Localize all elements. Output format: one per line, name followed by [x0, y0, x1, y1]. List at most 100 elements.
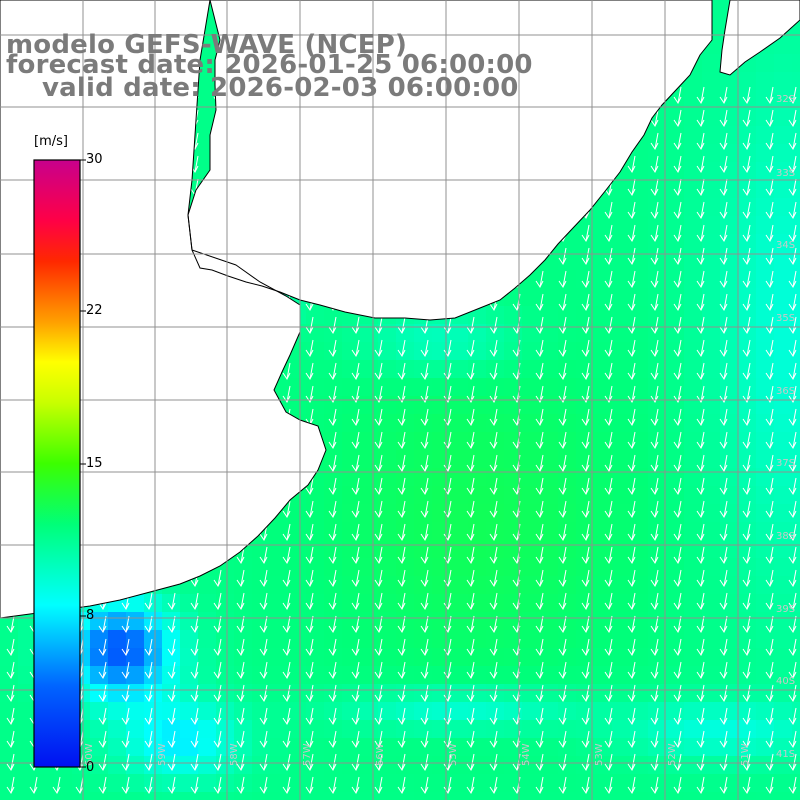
wind-cell — [558, 342, 577, 361]
wind-cell — [18, 774, 37, 793]
wind-cell — [612, 378, 631, 397]
wind-cell — [630, 450, 649, 469]
wind-cell — [630, 630, 649, 649]
wind-arrow — [282, 615, 291, 633]
wind-arrow — [696, 546, 705, 564]
wind-cell — [576, 648, 595, 667]
wind-cell — [216, 594, 235, 613]
wind-cell — [774, 612, 793, 631]
wind-cell — [468, 594, 487, 613]
wind-cell — [522, 486, 541, 505]
wind-cell — [594, 378, 613, 397]
wind-cell — [468, 612, 487, 631]
wind-arrow — [466, 569, 475, 587]
wind-arrow — [788, 523, 797, 541]
wind-cell — [396, 324, 415, 343]
wind-arrow — [742, 615, 751, 633]
wind-arrow — [765, 132, 774, 150]
wind-cell — [540, 486, 559, 505]
wind-arrow — [259, 615, 268, 633]
wind-arrow — [305, 316, 314, 334]
wind-cell — [720, 306, 739, 325]
lon-tick-label: 54W — [521, 743, 532, 766]
wind-cell — [252, 612, 271, 631]
wind-cell — [666, 468, 685, 487]
wind-cell — [198, 738, 217, 757]
wind-arrow — [167, 730, 176, 748]
wind-cell — [576, 720, 595, 739]
wind-cell — [252, 792, 271, 800]
wind-cell — [648, 216, 667, 235]
wind-arrow — [650, 201, 659, 219]
wind-cell — [450, 522, 469, 541]
wind-cell — [360, 612, 379, 631]
wind-cell — [288, 594, 307, 613]
wind-cell — [684, 666, 703, 685]
wind-cell — [126, 774, 145, 793]
wind-cell — [738, 378, 757, 397]
wind-cell — [522, 630, 541, 649]
wind-cell — [504, 576, 523, 595]
wind-cell — [576, 630, 595, 649]
wind-cell — [360, 648, 379, 667]
wind-cell — [666, 234, 685, 253]
wind-cell — [684, 288, 703, 307]
wind-cell — [792, 612, 800, 631]
wind-cell — [684, 162, 703, 181]
wind-cell — [702, 612, 721, 631]
wind-arrow — [719, 293, 728, 311]
wind-cell — [792, 756, 800, 775]
wind-arrow — [213, 638, 222, 656]
wind-cell — [630, 702, 649, 721]
wind-cell — [648, 468, 667, 487]
wind-arrow — [558, 684, 567, 702]
wind-arrow — [719, 592, 728, 610]
wind-arrow — [765, 661, 774, 679]
wind-cell — [450, 576, 469, 595]
wind-arrow — [696, 155, 705, 173]
wind-arrow — [673, 155, 682, 173]
wind-cell — [450, 774, 469, 793]
wind-cell — [594, 630, 613, 649]
wind-cell — [756, 558, 775, 577]
wind-cell — [792, 324, 800, 343]
wind-arrow — [466, 339, 475, 357]
wind-cell — [612, 774, 631, 793]
wind-cell — [396, 540, 415, 559]
wind-arrow — [719, 270, 728, 288]
wind-arrow — [650, 523, 659, 541]
wind-arrow — [167, 638, 176, 656]
wind-cell — [720, 378, 739, 397]
wind-arrow — [696, 730, 705, 748]
wind-cell — [540, 774, 559, 793]
wind-cell — [684, 756, 703, 775]
wind-arrow — [650, 707, 659, 725]
wind-cell — [540, 432, 559, 451]
wind-cell — [738, 198, 757, 217]
wind-cell — [792, 576, 800, 595]
wind-arrow — [558, 592, 567, 610]
wind-cell — [450, 360, 469, 379]
wind-cell — [558, 306, 577, 325]
wind-cell — [306, 612, 325, 631]
wind-cell — [432, 774, 451, 793]
wind-arrow — [627, 339, 636, 357]
wind-cell — [0, 720, 19, 739]
wind-arrow — [443, 523, 452, 541]
wind-cell — [126, 756, 145, 775]
wind-cell — [234, 576, 253, 595]
wind-arrow — [535, 500, 544, 518]
wind-cell — [432, 630, 451, 649]
wind-cell — [396, 792, 415, 800]
wind-cell — [360, 378, 379, 397]
wind-cell — [108, 756, 127, 775]
wind-arrow — [328, 569, 337, 587]
wind-cell — [540, 792, 559, 800]
wind-cell — [774, 72, 793, 91]
wind-arrow — [397, 454, 406, 472]
wind-cell — [144, 792, 163, 800]
wind-cell — [774, 360, 793, 379]
wind-cell — [126, 702, 145, 721]
wind-arrow — [397, 592, 406, 610]
wind-cell — [414, 792, 433, 800]
